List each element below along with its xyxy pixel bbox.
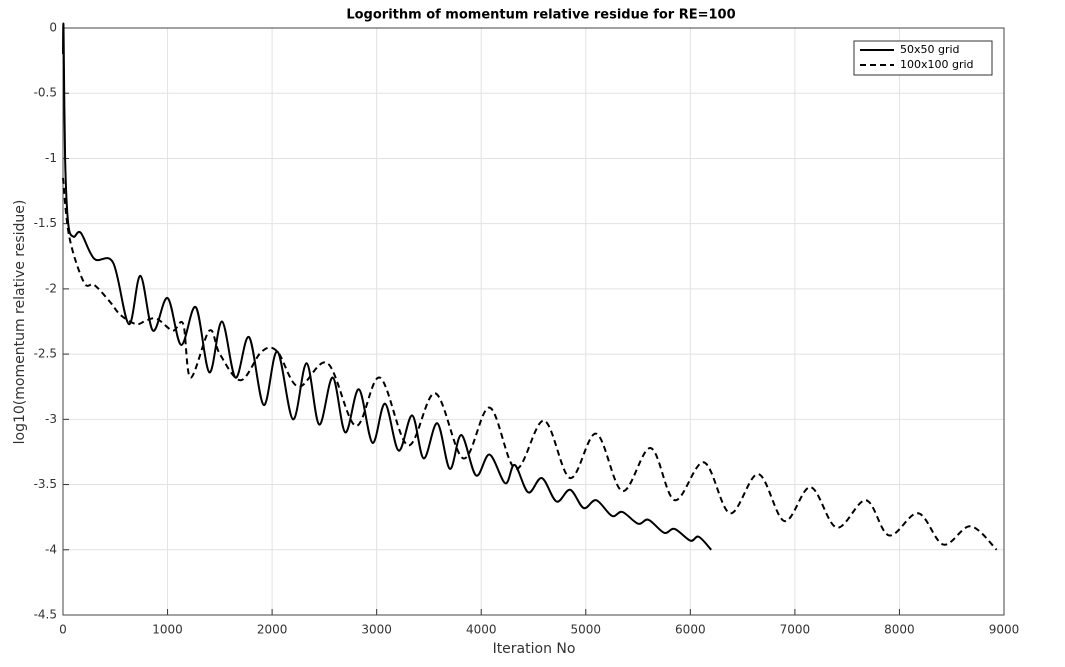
- x-tick-label: 4000: [466, 623, 497, 637]
- y-tick-label: -4.5: [34, 608, 57, 622]
- y-tick-label: -2.5: [34, 347, 57, 361]
- x-tick-label: 1000: [152, 623, 183, 637]
- y-tick-label: -0.5: [34, 86, 57, 100]
- y-tick-label: -2: [45, 281, 57, 295]
- legend-box: [853, 40, 993, 76]
- x-tick-label: 0: [59, 623, 67, 637]
- plot-frame: [62, 27, 1005, 616]
- x-tick-label: 9000: [989, 623, 1020, 637]
- legend: 50x50 grid 100x100 grid: [853, 40, 993, 76]
- series-line: [62, 177, 998, 551]
- y-tick-label: -3: [45, 412, 57, 426]
- y-tick-label: -3.5: [34, 477, 57, 491]
- x-tick-label: 6000: [675, 623, 706, 637]
- x-axis-label: Iteration No: [493, 641, 576, 657]
- x-tick-label: 3000: [361, 623, 392, 637]
- y-axis-label: log10(momentum relative residue): [12, 200, 28, 445]
- y-tick-label: -1: [45, 151, 57, 165]
- y-tick-label: 0: [49, 21, 57, 35]
- x-tick-label: 8000: [884, 623, 915, 637]
- x-tick-label: 5000: [571, 623, 602, 637]
- y-tick-label: -1.5: [34, 216, 57, 230]
- chart-title: Logorithm of momentum relative residue f…: [346, 8, 735, 23]
- x-tick-label: 7000: [780, 623, 811, 637]
- series-line: [62, 22, 712, 551]
- legend-label: 100x100 grid: [900, 58, 974, 71]
- legend-label: 50x50 grid: [900, 43, 960, 56]
- y-tick-label: -4: [45, 542, 57, 556]
- x-tick-label: 2000: [257, 623, 288, 637]
